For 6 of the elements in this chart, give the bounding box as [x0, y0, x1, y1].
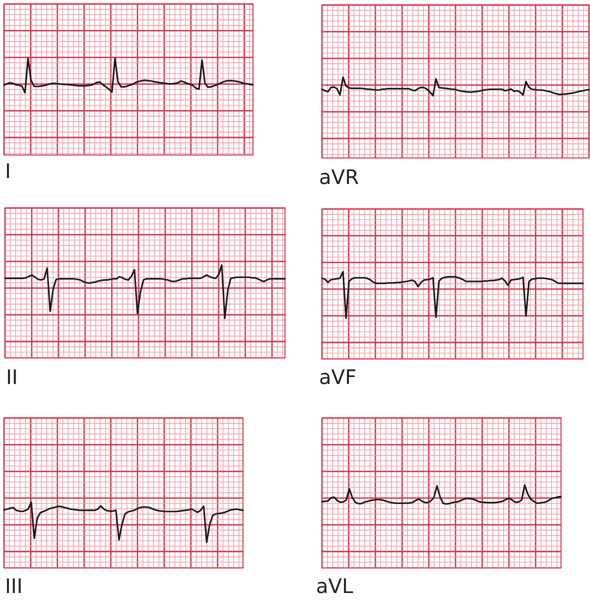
- text: III: [5, 574, 23, 598]
- text: I: [5, 159, 11, 183]
- text: aVR: [319, 165, 359, 189]
- text: aVL: [316, 574, 354, 598]
- text: aVF: [319, 365, 356, 389]
- text: II: [6, 365, 18, 389]
